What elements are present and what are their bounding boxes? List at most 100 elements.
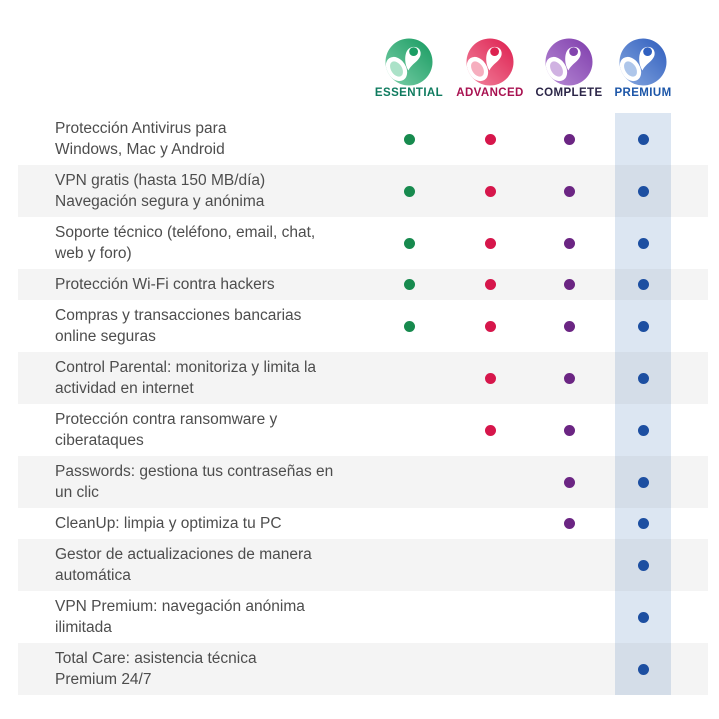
availability-cell-premium <box>615 269 671 300</box>
plan-label-advanced: ADVANCED <box>456 87 524 99</box>
availability-cell-essential <box>381 508 437 539</box>
plan-column-complete: COMPLETE <box>524 38 614 99</box>
availability-cell-essential <box>381 113 437 165</box>
availability-cell-premium <box>615 404 671 456</box>
feature-label: Protección Wi-Fi contra hackers <box>55 276 275 293</box>
availability-cell-essential <box>381 591 437 643</box>
availability-cell-premium <box>615 508 671 539</box>
included-dot-icon <box>484 237 496 249</box>
plan-label-premium: PREMIUM <box>614 87 672 99</box>
feature-row: CleanUp: limpia y optimiza tu PC <box>18 508 708 539</box>
availability-cell-advanced <box>462 113 518 165</box>
included-dot-icon <box>484 320 496 332</box>
feature-row: Total Care: asistencia técnica Premium 2… <box>18 643 708 695</box>
included-dot-icon <box>403 279 415 290</box>
availability-cell-advanced <box>462 508 518 539</box>
feature-label: Passwords: gestiona tus contraseñas en u… <box>55 463 334 501</box>
feature-row: Compras y transacciones bancarias online… <box>18 300 708 352</box>
feature-label: Protección contra ransomware y ciberataq… <box>55 411 278 449</box>
included-dot-icon <box>637 476 649 488</box>
included-dot-icon <box>637 133 649 145</box>
included-dot-icon <box>637 320 649 332</box>
feature-row: Protección contra ransomware y ciberataq… <box>18 404 708 456</box>
availability-cell-advanced <box>462 456 518 508</box>
availability-cell-essential <box>381 300 437 352</box>
included-dot-icon <box>484 185 496 197</box>
premium-highlight-band <box>615 113 671 695</box>
availability-cell-advanced <box>462 539 518 591</box>
included-dot-icon <box>563 320 575 332</box>
included-dot-icon <box>484 279 496 290</box>
availability-cell-premium <box>615 352 671 404</box>
availability-cell-essential <box>381 404 437 456</box>
availability-cell-complete <box>541 113 597 165</box>
feature-row: Passwords: gestiona tus contraseñas en u… <box>18 456 708 508</box>
feature-row: Protección Wi-Fi contra hackers <box>18 269 708 300</box>
feature-row: VPN gratis (hasta 150 MB/día) Navegación… <box>18 165 708 217</box>
plan-label-essential: ESSENTIAL <box>374 87 444 99</box>
included-dot-icon <box>484 424 496 436</box>
availability-cell-essential <box>381 539 437 591</box>
feature-row: Soporte técnico (teléfono, email, chat, … <box>18 217 708 269</box>
availability-cell-advanced <box>462 352 518 404</box>
availability-cell-premium <box>615 456 671 508</box>
availability-cell-premium <box>615 217 671 269</box>
included-dot-icon <box>637 279 649 290</box>
availability-cell-complete <box>541 404 597 456</box>
availability-cell-complete <box>541 539 597 591</box>
availability-cell-complete <box>541 269 597 300</box>
availability-cell-complete <box>541 508 597 539</box>
availability-cell-premium <box>615 300 671 352</box>
feature-label: VPN Premium: navegación anónima ilimitad… <box>55 598 305 636</box>
availability-cell-complete <box>541 643 597 695</box>
availability-cell-premium <box>615 113 671 165</box>
plan-column-essential: ESSENTIAL <box>364 38 454 99</box>
plan-label-complete: COMPLETE <box>535 87 603 99</box>
panda-logo-purple-icon <box>545 38 593 86</box>
included-dot-icon <box>637 518 649 529</box>
feature-label: Protección Antivirus para Windows, Mac y… <box>55 120 227 158</box>
included-dot-icon <box>563 518 575 529</box>
availability-cell-complete <box>541 165 597 217</box>
availability-cell-advanced <box>462 643 518 695</box>
availability-cell-advanced <box>462 300 518 352</box>
included-dot-icon <box>403 133 415 145</box>
included-dot-icon <box>563 476 575 488</box>
included-dot-icon <box>563 279 575 290</box>
feature-row: Gestor de actualizaciones de manera auto… <box>18 539 708 591</box>
plan-column-advanced: ADVANCED <box>445 38 535 99</box>
availability-cell-essential <box>381 456 437 508</box>
availability-cell-complete <box>541 300 597 352</box>
availability-cell-advanced <box>462 404 518 456</box>
panda-logo-red-icon <box>466 38 514 86</box>
panda-logo-green-icon <box>385 38 433 86</box>
availability-cell-premium <box>615 643 671 695</box>
plans-header: ESSENTIAL ADVANCED COMPLETE PREMIUM <box>0 0 719 113</box>
availability-cell-complete <box>541 217 597 269</box>
feature-label: Compras y transacciones bancarias online… <box>55 307 302 345</box>
feature-label: CleanUp: limpia y optimiza tu PC <box>55 515 282 532</box>
availability-cell-complete <box>541 352 597 404</box>
availability-cell-essential <box>381 643 437 695</box>
included-dot-icon <box>637 663 649 675</box>
included-dot-icon <box>484 372 496 384</box>
feature-label: Control Parental: monitoriza y limita la… <box>55 359 317 397</box>
availability-cell-essential <box>381 269 437 300</box>
availability-cell-premium <box>615 165 671 217</box>
included-dot-icon <box>637 611 649 623</box>
included-dot-icon <box>563 133 575 145</box>
included-dot-icon <box>637 185 649 197</box>
included-dot-icon <box>484 133 496 145</box>
availability-cell-complete <box>541 456 597 508</box>
included-dot-icon <box>403 320 415 332</box>
included-dot-icon <box>563 185 575 197</box>
availability-cell-advanced <box>462 217 518 269</box>
availability-cell-premium <box>615 539 671 591</box>
included-dot-icon <box>563 424 575 436</box>
included-dot-icon <box>637 372 649 384</box>
feature-label: VPN gratis (hasta 150 MB/día) Navegación… <box>55 172 266 210</box>
panda-logo-blue-icon <box>619 38 667 86</box>
feature-label: Gestor de actualizaciones de manera auto… <box>55 546 312 584</box>
availability-cell-essential <box>381 352 437 404</box>
